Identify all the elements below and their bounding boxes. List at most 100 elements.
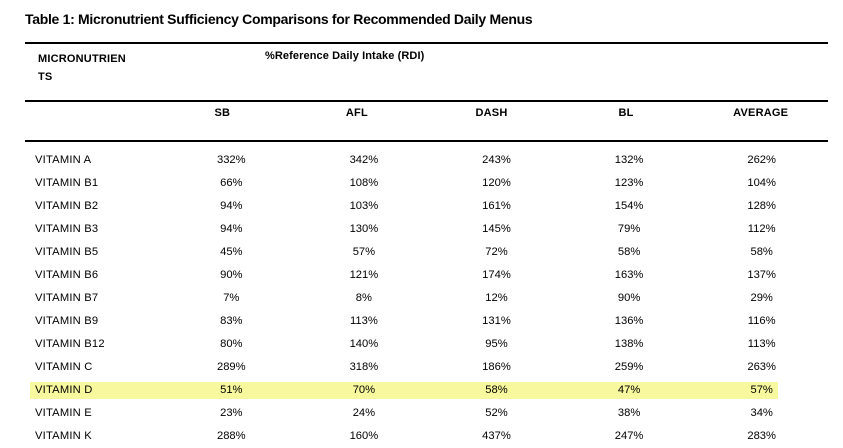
cell-sb: 66% [220,176,243,189]
cell-dash: 58% [485,384,508,397]
table-title: Table 1: Micronutrient Sufficiency Compa… [25,11,533,27]
row-label: VITAMIN B1 [35,176,99,189]
cell-afl: 342% [349,153,379,166]
row-label: VITAMIN B5 [35,245,99,258]
cell-dash: 12% [485,291,508,304]
column-header-bl: BL [618,107,634,119]
cell-sb: 288% [216,430,246,443]
cell-bl: 136% [614,314,644,327]
cell-average: 116% [747,314,776,327]
table-row: VITAMIN B1 66% 108% 120% 123% 104% [25,171,828,194]
cell-dash: 95% [485,338,508,351]
cell-afl: 8% [355,291,372,304]
cell-average: 58% [750,245,773,258]
rdi-header: %Reference Daily Intake (RDI) [265,50,425,62]
cell-average: 128% [747,199,776,212]
table-row: VITAMIN B2 94% 103% 161% 154% 128% [25,194,828,217]
cell-bl: 163% [614,268,644,281]
table-row: VITAMIN B9 83% 113% 131% 136% 116% [25,309,828,332]
cell-average: 113% [747,338,776,351]
divider-header [25,100,828,102]
cell-sb: 23% [220,407,243,420]
row-label: VITAMIN A [35,153,92,166]
cell-dash: 120% [482,176,511,189]
cell-sb: 94% [220,199,243,212]
column-header-afl: AFL [345,107,368,119]
cell-sb: 7% [223,291,240,304]
cell-afl: 103% [349,199,379,212]
table-row: VITAMIN B7 7% 8% 12% 90% 29% [25,286,828,309]
cell-bl: 259% [614,361,644,374]
cell-sb: 90% [220,268,243,281]
cell-dash: 161% [482,199,511,212]
table-row: VITAMIN B6 90% 121% 174% 163% 137% [25,263,828,286]
cell-sb: 289% [216,361,246,374]
cell-bl: 79% [617,222,641,235]
cell-dash: 72% [485,245,508,258]
row-label: VITAMIN B6 [35,268,99,281]
row-label: VITAMIN K [35,430,92,443]
row-label: VITAMIN B2 [35,199,99,212]
column-header-sb: SB [214,107,231,119]
table-row: VITAMIN K 288% 160% 437% 247% 283% [25,425,828,448]
row-label: VITAMIN B3 [35,222,99,235]
cell-afl: 70% [352,384,376,397]
cell-average: 112% [747,222,776,235]
table-body: VITAMIN A 332% 342% 243% 132% 262% VITAM… [25,148,828,448]
cell-average: 104% [747,176,776,189]
cell-afl: 113% [349,314,378,327]
cell-average: 57% [750,384,773,397]
table-row: VITAMIN A 332% 342% 243% 132% 262% [25,148,828,171]
cell-bl: 247% [614,430,644,443]
cell-dash: 145% [482,222,511,235]
cell-afl: 57% [352,245,376,258]
row-label: VITAMIN B9 [35,314,99,327]
micronutrients-header: MICRONUTRIEN TS [38,50,168,86]
column-header-dash: DASH [475,107,508,119]
column-header-average: AVERAGE [733,107,789,119]
table-row: VITAMIN E 23% 24% 52% 38% 34% [25,402,828,425]
divider-columns [25,140,828,142]
cell-afl: 318% [349,361,379,374]
table-row: VITAMIN B12 80% 140% 95% 138% 113% [25,333,828,356]
cell-dash: 243% [482,153,511,166]
cell-bl: 138% [614,338,644,351]
row-label: VITAMIN B7 [35,291,99,304]
cell-afl: 130% [349,222,379,235]
table-row: VITAMIN B3 94% 130% 145% 79% 112% [25,217,828,240]
cell-afl: 160% [349,430,379,443]
cell-sb: 83% [220,314,243,327]
cell-average: 283% [747,430,776,443]
row-label: VITAMIN C [35,361,93,374]
cell-bl: 47% [617,384,641,397]
cell-average: 34% [750,407,773,420]
cell-bl: 123% [614,176,644,189]
micronutrients-header-line2: TS [38,71,53,83]
cell-dash: 437% [482,430,511,443]
row-label: VITAMIN B12 [35,338,105,351]
cell-dash: 52% [485,407,508,420]
column-header-spacer [25,107,155,119]
cell-bl: 38% [617,407,641,420]
cell-average: 29% [750,291,773,304]
divider-top [25,42,828,44]
cell-bl: 154% [614,199,644,212]
cell-bl: 58% [617,245,641,258]
cell-afl: 24% [352,407,376,420]
cell-dash: 131% [482,314,511,327]
cell-sb: 94% [220,222,243,235]
cell-average: 262% [747,153,776,166]
cell-dash: 186% [482,361,511,374]
cell-dash: 174% [482,268,511,281]
cell-sb: 332% [216,153,246,166]
cell-average: 137% [747,268,776,281]
cell-sb: 45% [220,245,243,258]
cell-afl: 108% [349,176,379,189]
row-label: VITAMIN E [35,407,92,420]
table-row: VITAMIN C 289% 318% 186% 259% 263% [25,356,828,379]
cell-afl: 140% [349,338,379,351]
table-row: VITAMIN B5 45% 57% 72% 58% 58% [25,240,828,263]
row-label: VITAMIN D [35,384,93,397]
table-row: VITAMIN D 51% 70% 58% 47% 57% [25,379,828,402]
